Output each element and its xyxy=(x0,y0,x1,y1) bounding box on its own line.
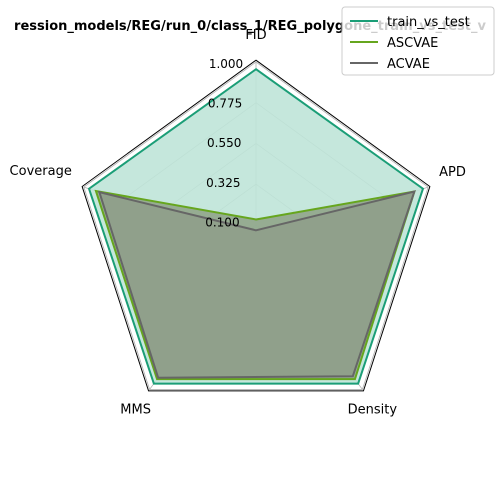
axis-label-coverage: Coverage xyxy=(10,164,72,179)
legend-label-ASCVAE: ASCVAE xyxy=(387,36,438,51)
radial-tick-labels: 1.000 0.775 0.550 0.325 0.100 xyxy=(205,57,243,229)
radial-tick-3: 0.325 xyxy=(206,176,240,190)
radial-tick-0: 1.000 xyxy=(209,57,243,71)
legend: train_vs_test ASCVAE ACVAE xyxy=(341,6,495,76)
legend-label-train_vs_test: train_vs_test xyxy=(387,15,470,30)
series-ACVAE xyxy=(97,190,416,379)
axis-label-density: Density xyxy=(348,402,398,417)
axis-label-mms: MMS xyxy=(120,402,151,417)
outer-frame xyxy=(81,59,431,392)
grid-ring-0 xyxy=(83,61,429,390)
axis-label-fid: FID xyxy=(245,28,266,43)
radar-series xyxy=(87,68,425,385)
legend-box xyxy=(341,6,495,76)
axis-labels: FID APD Density MMS Coverage xyxy=(10,28,466,417)
radial-tick-2: 0.550 xyxy=(207,136,241,150)
axis-label-apd: APD xyxy=(439,165,466,180)
legend-label-ACVAE: ACVAE xyxy=(387,57,430,72)
radial-tick-4: 0.100 xyxy=(205,215,239,229)
radial-tick-1: 0.775 xyxy=(208,97,242,111)
